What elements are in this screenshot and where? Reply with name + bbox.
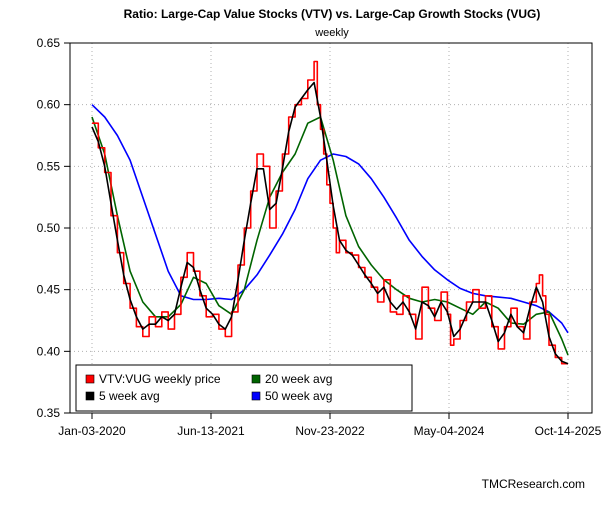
- y-tick-label: 0.50: [37, 221, 61, 235]
- x-tick-label: Nov-23-2022: [295, 424, 365, 438]
- legend-label: VTV:VUG weekly price: [99, 372, 221, 386]
- chart-title: Ratio: Large-Cap Value Stocks (VTV) vs. …: [124, 7, 541, 21]
- legend-swatch: [85, 391, 95, 401]
- y-tick-label: 0.60: [37, 98, 61, 112]
- legend: VTV:VUG weekly price 20 week avg 5 week av…: [75, 364, 413, 412]
- grid: [70, 43, 592, 413]
- series-group: [91, 60, 569, 365]
- y-tick-label: 0.65: [37, 36, 61, 50]
- series-line-50-week-avg: [91, 104, 569, 334]
- legend-label: 20 week avg: [265, 372, 332, 386]
- legend-swatch: [251, 374, 261, 384]
- y-tick-label: 0.55: [37, 159, 61, 173]
- series-line-5-week-avg: [91, 81, 569, 365]
- series-line-20-week-avg: [91, 116, 569, 356]
- legend-swatch: [85, 374, 95, 384]
- x-tick-label: Oct-14-2025: [535, 424, 602, 438]
- legend-box: [75, 364, 413, 412]
- x-axis: Jan-03-2020 Jun-13-2021 Nov-23-2022 May-04-…: [58, 413, 602, 438]
- x-tick-label: May-04-2024: [414, 424, 485, 438]
- y-axis: 0.35 0.40 0.45 0.50 0.55 0.60 0.65: [37, 36, 70, 420]
- x-tick-label: Jun-13-2021: [177, 424, 245, 438]
- credit-label: TMCResearch.com: [482, 477, 585, 491]
- y-tick-label: 0.45: [37, 283, 61, 297]
- legend-swatch: [251, 391, 261, 401]
- y-tick-label: 0.40: [37, 344, 61, 358]
- legend-label: 5 week avg: [99, 389, 160, 403]
- y-tick-label: 0.35: [37, 406, 61, 420]
- x-tick-label: Jan-03-2020: [58, 424, 126, 438]
- legend-label: 50 week avg: [265, 389, 332, 403]
- chart-subtitle: weekly: [314, 27, 349, 39]
